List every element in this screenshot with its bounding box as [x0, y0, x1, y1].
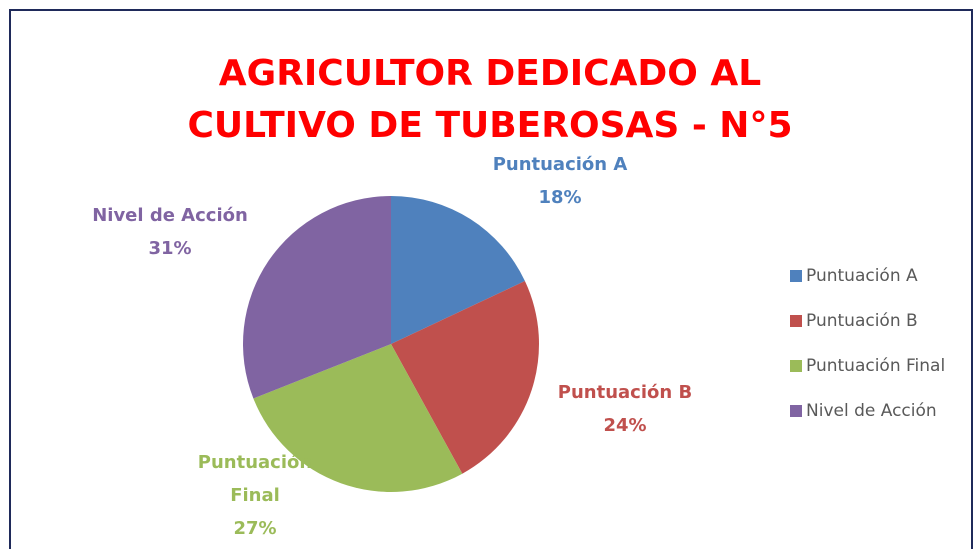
pie-slice [253, 344, 463, 493]
legend-item: Nivel de Acción [790, 401, 937, 421]
data-label-value: 18% [538, 187, 582, 208]
pie-slice [391, 196, 525, 344]
legend-label: Puntuación Final [806, 356, 946, 376]
legend-label: Puntuación B [806, 311, 918, 331]
chart-frame [9, 9, 973, 549]
data-label-name: Nivel de Acción [92, 205, 248, 226]
data-label-value: 31% [148, 238, 192, 259]
legend-label: Puntuación A [806, 266, 918, 286]
data-label: Puntuación A 18% [460, 148, 660, 214]
legend-swatch [790, 405, 802, 417]
data-label-value: 24% [603, 415, 647, 436]
data-label: Nivel de Acción 31% [70, 199, 270, 265]
data-label-name: Puntuación B [557, 382, 693, 403]
data-label: Puntuación Final 27% [195, 446, 315, 545]
data-label-value: 27% [233, 518, 277, 539]
pie-slice [243, 196, 391, 399]
legend-item: Puntuación Final [790, 356, 945, 376]
pie-slice [391, 280, 540, 474]
legend-item: Puntuación B [790, 311, 918, 331]
data-label-name: Puntuación A [492, 154, 628, 175]
data-label: Puntuación B 24% [525, 376, 725, 442]
data-label-name: Puntuación Final [197, 452, 313, 506]
legend-item: Puntuación A [790, 266, 918, 286]
legend-swatch [790, 270, 802, 282]
chart-title: AGRICULTOR DEDICADO AL CULTIVO DE TUBERO… [187, 53, 793, 146]
legend-label: Nivel de Acción [806, 401, 937, 421]
legend-swatch [790, 360, 802, 372]
legend-swatch [790, 315, 802, 327]
